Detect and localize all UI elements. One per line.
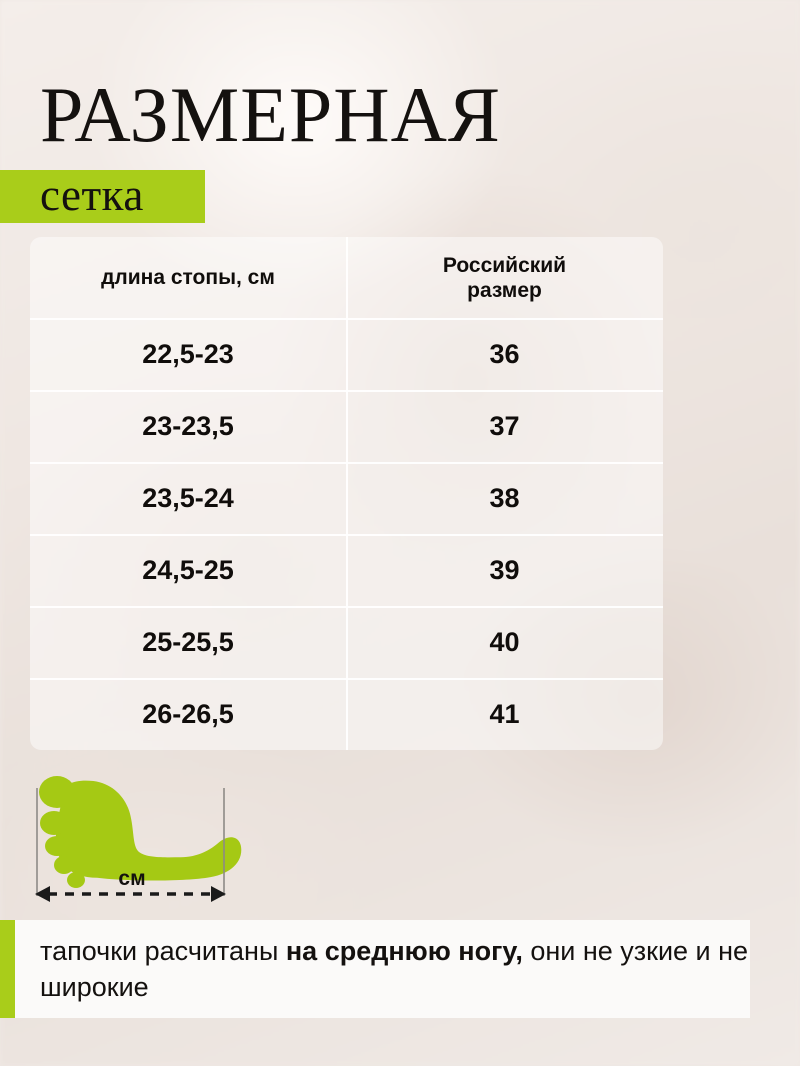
table-row: 22,5-23 36 bbox=[30, 318, 663, 390]
column-header-ru-size: Российский размер bbox=[346, 237, 663, 318]
cell-foot-length: 25-25,5 bbox=[142, 626, 234, 657]
page-header: РАЗМЕРНАЯ сетка bbox=[0, 0, 800, 230]
table-header-row: длина стопы, см Российский размер bbox=[30, 237, 663, 318]
cell-foot-length: 23-23,5 bbox=[142, 410, 234, 441]
cell-foot-length: 22,5-23 bbox=[142, 338, 234, 369]
cell-foot-length: 23,5-24 bbox=[142, 482, 234, 513]
table-row: 23-23,5 37 bbox=[30, 390, 663, 462]
cell-ru-size: 39 bbox=[346, 534, 663, 606]
footprint-measurement-icon: см bbox=[35, 776, 242, 902]
measurement-unit-label: см bbox=[118, 867, 145, 890]
cell-ru-size: 36 bbox=[346, 318, 663, 390]
note-accent-stripe bbox=[0, 920, 15, 1018]
column-header-foot-length: длина стопы, см bbox=[101, 266, 275, 289]
measurement-illustration-block: см ИЗМЕРЕНИЕ СТОПЫ bbox=[0, 760, 800, 910]
page-title: РАЗМЕРНАЯ bbox=[40, 71, 501, 158]
cell-ru-size: 40 bbox=[346, 606, 663, 678]
cell-ru-size: 38 bbox=[346, 462, 663, 534]
cell-ru-size: 41 bbox=[346, 678, 663, 750]
note-text-emphasis: на среднюю ногу, bbox=[285, 936, 523, 966]
cell-foot-length: 26-26,5 bbox=[142, 698, 234, 729]
note-text-part1: тапочки расчитаны bbox=[40, 936, 286, 966]
table-row: 26-26,5 41 bbox=[30, 678, 663, 750]
note-text-part2: они не узкие и не широкие bbox=[40, 936, 749, 1002]
page-subtitle: сетка bbox=[40, 170, 144, 220]
table-row: 23,5-24 38 bbox=[30, 462, 663, 534]
table-row: 25-25,5 40 bbox=[30, 606, 663, 678]
note-text: тапочки расчитаны на среднюю ногу, они н… bbox=[15, 933, 750, 1005]
title-highlight-block bbox=[0, 170, 205, 223]
column-header-ru-size-line1: Российский bbox=[442, 253, 567, 277]
column-header-ru-size-line2: размер bbox=[467, 278, 542, 302]
note-banner: тапочки расчитаны на среднюю ногу, они н… bbox=[0, 920, 750, 1018]
table-row: 24,5-25 39 bbox=[30, 534, 663, 606]
cell-foot-length: 24,5-25 bbox=[142, 554, 234, 585]
size-chart-table: длина стопы, см Российский размер 22,5-2… bbox=[30, 237, 663, 750]
cell-ru-size: 37 bbox=[346, 390, 663, 462]
